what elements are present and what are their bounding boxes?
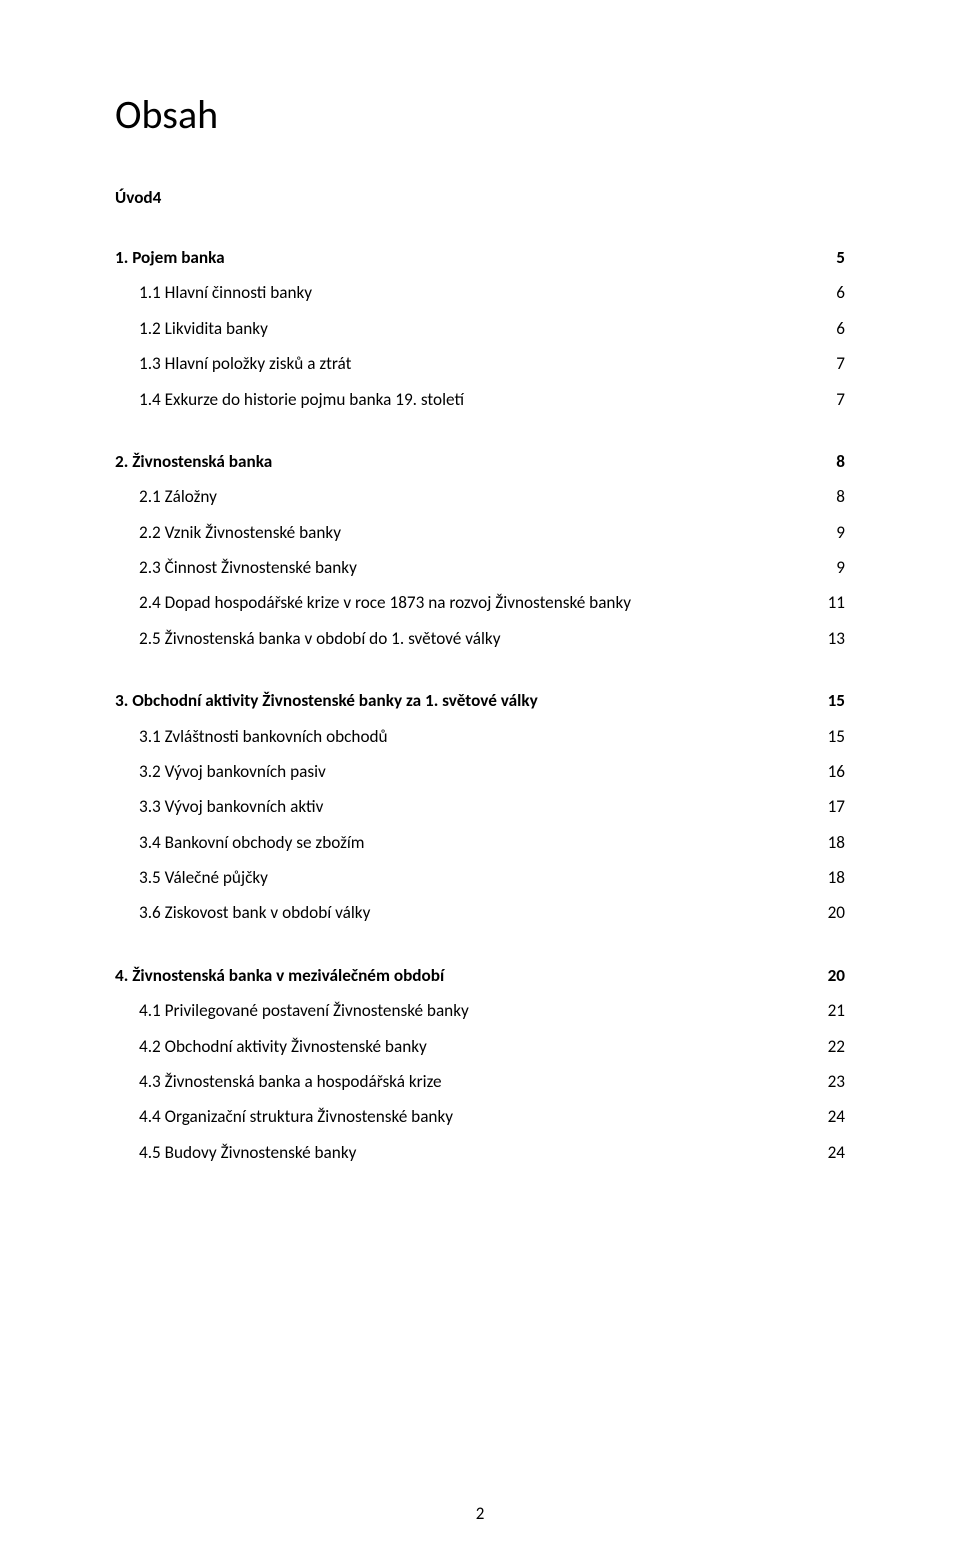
toc-page-number: 6 <box>813 315 845 343</box>
toc-page-number: 18 <box>813 829 845 857</box>
toc-page-number: 9 <box>813 554 845 582</box>
toc-list: 1. Pojem banka51.1 Hlavní činnosti banky… <box>115 244 845 1167</box>
toc-page-number: 8 <box>813 448 845 476</box>
toc-entry: 1.4 Exkurze do historie pojmu banka 19. … <box>139 386 845 414</box>
toc-entry: 4.1 Privilegované postavení Živnostenské… <box>139 997 845 1025</box>
toc-title: Obsah <box>115 90 845 139</box>
toc-page-number: 16 <box>813 758 845 786</box>
toc-entry: 1.1 Hlavní činnosti banky6 <box>139 279 845 307</box>
toc-entry: 3.2 Vývoj bankovních pasiv16 <box>139 758 845 786</box>
toc-page-number: 18 <box>813 864 845 892</box>
intro-label: Úvod <box>115 187 153 208</box>
toc-section-head: 2. Živnostenská banka8 <box>115 448 845 476</box>
toc-label: 3.2 Vývoj bankovních pasiv <box>139 758 813 786</box>
toc-page-number: 15 <box>813 723 845 751</box>
toc-label: 3.6 Ziskovost bank v období války <box>139 899 813 927</box>
toc-section-head: 4. Živnostenská banka v meziválečném obd… <box>115 962 845 990</box>
toc-label: 4.4 Organizační struktura Živnostenské b… <box>139 1103 813 1131</box>
toc-label: 3.4 Bankovní obchody se zbožím <box>139 829 813 857</box>
toc-section-head: 3. Obchodní aktivity Živnostenské banky … <box>115 687 845 715</box>
toc-label: 4.1 Privilegované postavení Živnostenské… <box>139 997 813 1025</box>
toc-label: 3. Obchodní aktivity Živnostenské banky … <box>115 687 813 715</box>
toc-label: 2.4 Dopad hospodářské krize v roce 1873 … <box>139 589 813 617</box>
toc-page-number: 17 <box>813 793 845 821</box>
toc-entry: 1.3 Hlavní položky zisků a ztrát7 <box>139 350 845 378</box>
toc-label: 1.3 Hlavní položky zisků a ztrát <box>139 350 813 378</box>
toc-label: 2.1 Záložny <box>139 483 813 511</box>
toc-entry: 3.5 Válečné půjčky18 <box>139 864 845 892</box>
toc-label: 1. Pojem banka <box>115 244 813 272</box>
toc-page-number: 24 <box>813 1103 845 1131</box>
toc-page-number: 13 <box>813 625 845 653</box>
toc-label: 4.2 Obchodní aktivity Živnostenské banky <box>139 1033 813 1061</box>
document-page: Obsah Úvod4 1. Pojem banka51.1 Hlavní či… <box>0 0 960 1566</box>
toc-entry: 2.4 Dopad hospodářské krize v roce 1873 … <box>139 589 845 617</box>
toc-page-number: 23 <box>813 1068 845 1096</box>
toc-label: 3.1 Zvláštnosti bankovních obchodů <box>139 723 813 751</box>
toc-entry: 2.2 Vznik Živnostenské banky9 <box>139 519 845 547</box>
toc-entry: 4.2 Obchodní aktivity Živnostenské banky… <box>139 1033 845 1061</box>
toc-label: 3.5 Válečné půjčky <box>139 864 813 892</box>
page-number: 2 <box>0 1503 960 1524</box>
toc-page-number: 21 <box>813 997 845 1025</box>
intro-page: 4 <box>153 187 162 208</box>
toc-label: 1.4 Exkurze do historie pojmu banka 19. … <box>139 386 813 414</box>
toc-page-number: 11 <box>813 589 845 617</box>
toc-entry: 4.4 Organizační struktura Živnostenské b… <box>139 1103 845 1131</box>
toc-entry: 1.2 Likvidita banky6 <box>139 315 845 343</box>
toc-page-number: 9 <box>813 519 845 547</box>
toc-label: 1.2 Likvidita banky <box>139 315 813 343</box>
toc-entry: 2.1 Záložny8 <box>139 483 845 511</box>
toc-label: 4.5 Budovy Živnostenské banky <box>139 1139 813 1167</box>
toc-entry: 3.6 Ziskovost bank v období války20 <box>139 899 845 927</box>
toc-section-head: 1. Pojem banka5 <box>115 244 845 272</box>
toc-entry: 3.3 Vývoj bankovních aktiv17 <box>139 793 845 821</box>
toc-label: 2.3 Činnost Živnostenské banky <box>139 554 813 582</box>
toc-label: 1.1 Hlavní činnosti banky <box>139 279 813 307</box>
toc-entry: 4.3 Živnostenská banka a hospodářská kri… <box>139 1068 845 1096</box>
toc-page-number: 24 <box>813 1139 845 1167</box>
intro-line: Úvod4 <box>115 187 845 208</box>
toc-page-number: 20 <box>813 962 845 990</box>
toc-page-number: 7 <box>813 386 845 414</box>
toc-entry: 2.5 Živnostenská banka v období do 1. sv… <box>139 625 845 653</box>
toc-page-number: 22 <box>813 1033 845 1061</box>
toc-page-number: 20 <box>813 899 845 927</box>
toc-entry: 4.5 Budovy Živnostenské banky24 <box>139 1139 845 1167</box>
toc-page-number: 6 <box>813 279 845 307</box>
toc-label: 2.5 Živnostenská banka v období do 1. sv… <box>139 625 813 653</box>
toc-page-number: 7 <box>813 350 845 378</box>
toc-label: 2.2 Vznik Živnostenské banky <box>139 519 813 547</box>
toc-entry: 3.4 Bankovní obchody se zbožím18 <box>139 829 845 857</box>
toc-label: 4. Živnostenská banka v meziválečném obd… <box>115 962 813 990</box>
toc-page-number: 8 <box>813 483 845 511</box>
toc-page-number: 15 <box>813 687 845 715</box>
toc-entry: 3.1 Zvláštnosti bankovních obchodů15 <box>139 723 845 751</box>
toc-entry: 2.3 Činnost Živnostenské banky9 <box>139 554 845 582</box>
toc-label: 2. Živnostenská banka <box>115 448 813 476</box>
toc-page-number: 5 <box>813 244 845 272</box>
toc-label: 3.3 Vývoj bankovních aktiv <box>139 793 813 821</box>
toc-label: 4.3 Živnostenská banka a hospodářská kri… <box>139 1068 813 1096</box>
